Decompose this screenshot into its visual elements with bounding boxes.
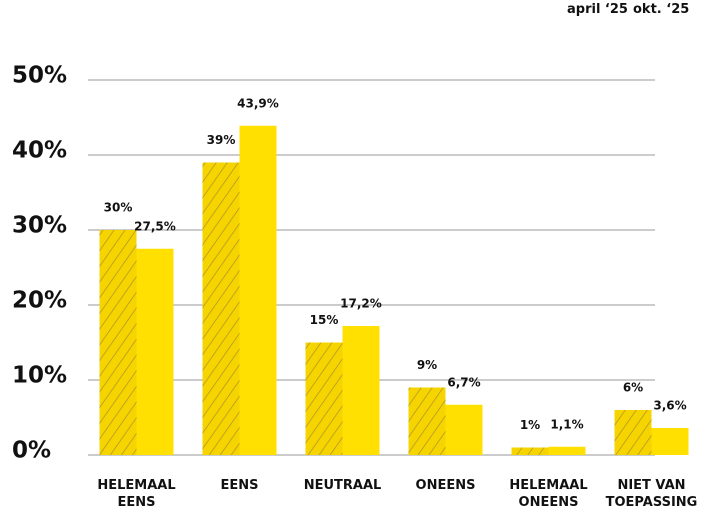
x-tick-label: HELEMAAL ONEENS xyxy=(509,478,588,510)
bar xyxy=(99,230,137,455)
value-label: 6% xyxy=(623,381,643,395)
bar xyxy=(445,404,483,455)
value-label: 1,1% xyxy=(550,417,583,431)
bar xyxy=(614,410,652,455)
x-tick-label: NEUTRAAL xyxy=(303,478,382,493)
legend-entry: april ‘25 xyxy=(567,2,628,17)
y-tick-label: 10% xyxy=(12,363,67,389)
value-label: 9% xyxy=(417,358,437,372)
value-label: 43,9% xyxy=(237,96,279,110)
bar xyxy=(136,248,174,455)
legend-entry: okt. ‘25 xyxy=(633,2,690,17)
bar xyxy=(651,428,689,455)
y-tick-label: 20% xyxy=(12,288,67,314)
value-label: 27,5% xyxy=(134,219,176,233)
value-label: 39% xyxy=(207,133,236,147)
bar xyxy=(408,387,446,455)
x-tick-label: ONEENS xyxy=(415,478,476,493)
bar xyxy=(342,326,380,455)
y-tick-label: 30% xyxy=(12,213,67,239)
x-tick-label: NIET VAN TOEPASSING xyxy=(605,478,698,510)
y-tick-label: 50% xyxy=(12,63,67,89)
value-label: 30% xyxy=(104,201,133,215)
x-tick-label: HELEMAAL EENS xyxy=(97,478,176,510)
value-label: 1% xyxy=(520,418,540,432)
bar xyxy=(305,342,343,455)
bar xyxy=(239,125,277,455)
x-tick-label: EENS xyxy=(220,478,259,493)
y-tick-label: 0% xyxy=(12,438,51,464)
value-label: 17,2% xyxy=(340,297,382,311)
bar xyxy=(548,446,586,455)
y-tick-label: 40% xyxy=(12,138,67,164)
value-label: 3,6% xyxy=(653,399,686,413)
value-label: 15% xyxy=(310,313,339,327)
value-label: 6,7% xyxy=(447,375,480,389)
bar xyxy=(511,447,549,455)
bar xyxy=(202,162,240,455)
